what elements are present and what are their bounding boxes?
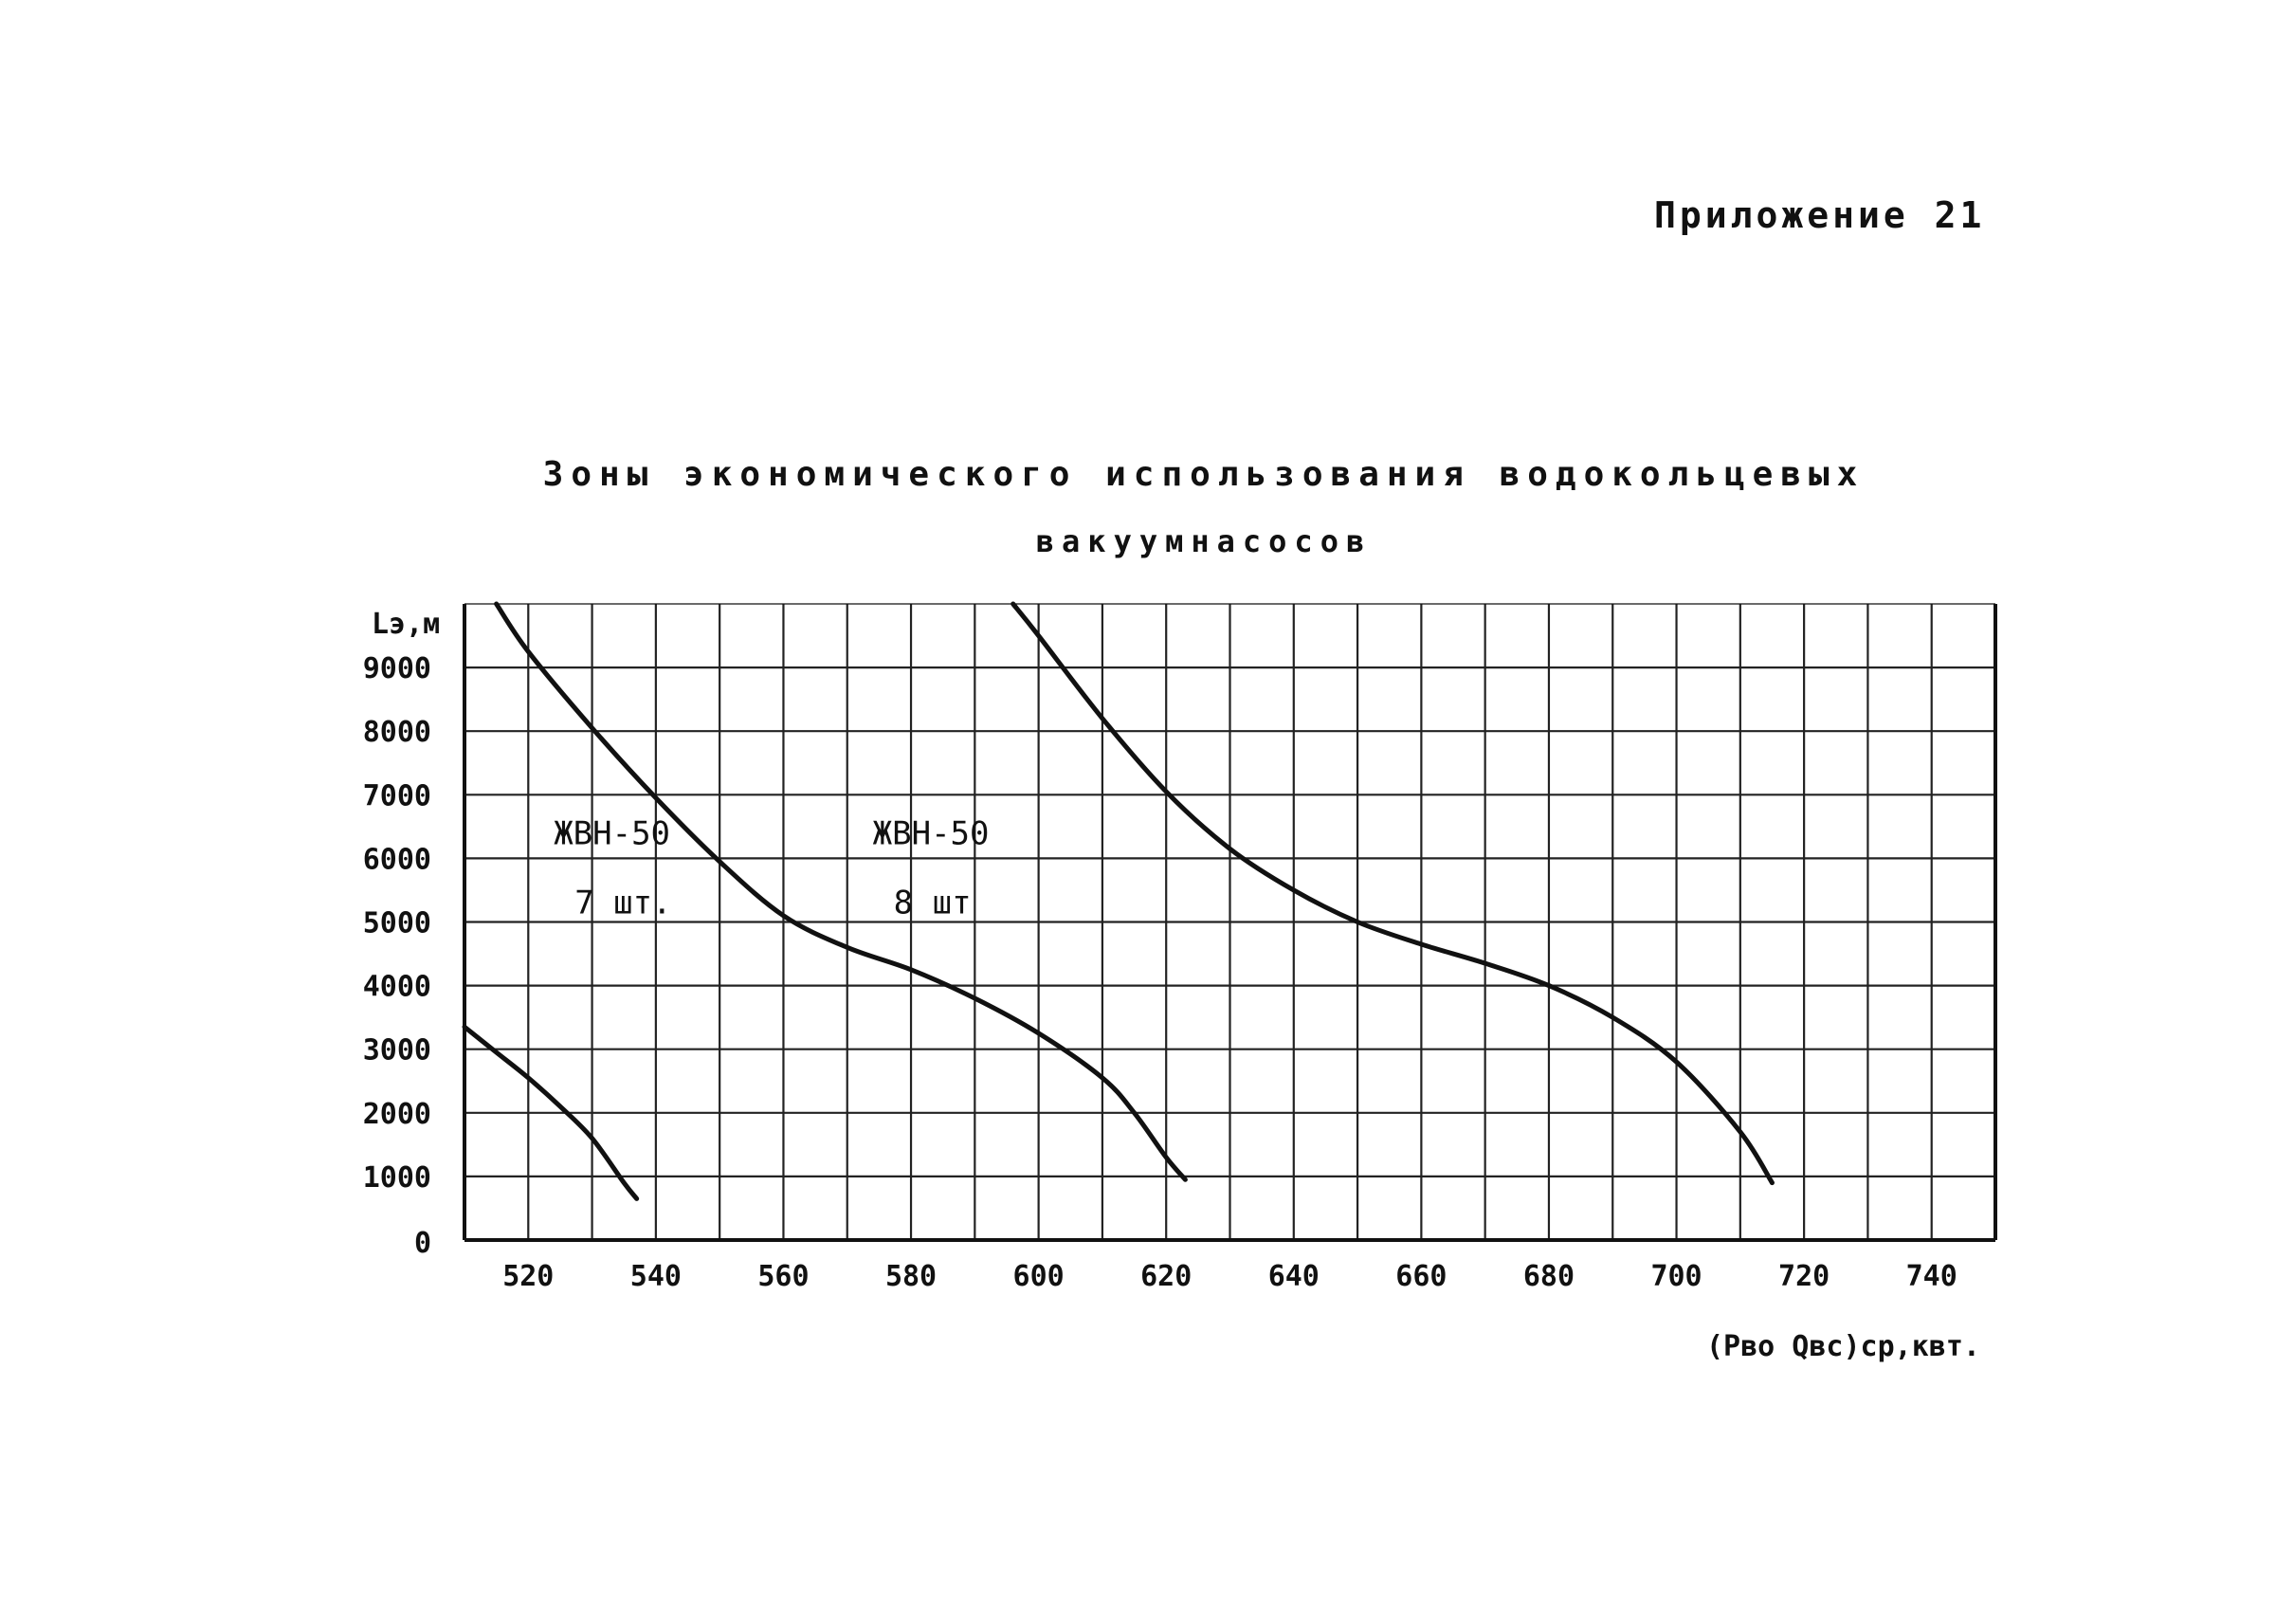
x-axis-label: (Pво Qвс)ср,квт. [1706,1330,1980,1363]
y-axis-label: Lэ,м [372,608,440,641]
chart-title-line-2: вакуумнасосов [1035,523,1373,559]
plot-frame [463,603,1997,1242]
y-tick-label: 3000 [363,1034,431,1067]
y-tick-labels: 0 1000 2000 3000 4000 5000 6000 7000 8000 9000 [363,652,431,1260]
y-tick-label: 0 [414,1227,431,1260]
zone-label-1-count: 7 шт. [574,885,671,922]
x-tick-labels: 520 540 560 580 600 620 640 660 680 700 720 740 [502,1260,1957,1293]
x-tick-label: 680 [1523,1260,1575,1293]
y-tick-label: 1000 [363,1161,431,1195]
annotations: ЖВН-50 7 шт. ЖВН-50 8 шт [554,815,989,922]
zone-label-2-count: 8 шт [894,885,972,922]
series-line-3 [1010,601,1775,1186]
y-tick-label: 6000 [363,843,431,876]
y-tick-label: 7000 [363,779,431,812]
x-tick-label: 580 [885,1260,937,1293]
y-tick-label: 4000 [363,971,431,1004]
grid-lines [464,604,1995,1240]
y-tick-label: 9000 [363,652,431,685]
y-tick-label: 5000 [363,907,431,940]
x-tick-label: 560 [757,1260,809,1293]
x-tick-label: 600 [1013,1260,1065,1293]
appendix-label: Приложение 21 [1654,194,1986,236]
series-line-2 [494,601,1188,1182]
x-tick-label: 640 [1268,1260,1320,1293]
x-tick-label: 700 [1650,1260,1702,1293]
zone-label-2-model: ЖВН-50 [873,815,990,853]
series-line-1 [462,1024,640,1201]
x-tick-label: 740 [1906,1260,1957,1293]
x-tick-label: 720 [1778,1260,1830,1293]
x-tick-label: 660 [1395,1260,1447,1293]
x-tick-label: 520 [502,1260,554,1293]
x-tick-label: 620 [1140,1260,1192,1293]
chart-title-line-1: Зоны экономического использования водоко… [542,455,1866,494]
zone-label-1-model: ЖВН-50 [554,815,670,853]
y-tick-label: 8000 [363,716,431,749]
y-tick-label: 2000 [363,1098,431,1131]
x-tick-label: 540 [630,1260,682,1293]
series-lines [462,601,1775,1201]
